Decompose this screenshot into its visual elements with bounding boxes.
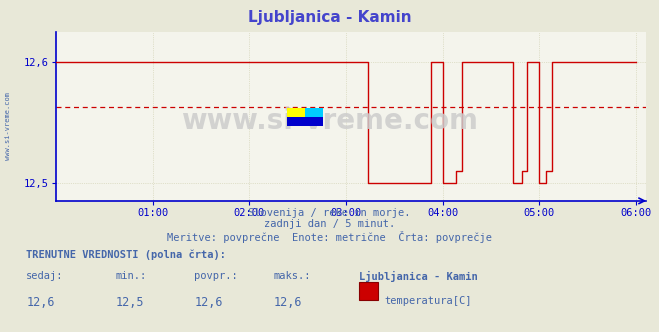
- Text: Meritve: povprečne  Enote: metrične  Črta: povprečje: Meritve: povprečne Enote: metrične Črta:…: [167, 231, 492, 243]
- Text: www.si-vreme.com: www.si-vreme.com: [5, 92, 11, 160]
- Text: sedaj:: sedaj:: [26, 271, 64, 281]
- Text: Slovenija / reke in morje.: Slovenija / reke in morje.: [248, 208, 411, 217]
- Text: www.si-vreme.com: www.si-vreme.com: [181, 107, 478, 135]
- Text: Ljubljanica - Kamin: Ljubljanica - Kamin: [359, 271, 478, 282]
- Text: 12,6: 12,6: [26, 296, 55, 309]
- Text: povpr.:: povpr.:: [194, 271, 238, 281]
- Text: temperatura[C]: temperatura[C]: [384, 296, 472, 306]
- Text: maks.:: maks.:: [273, 271, 311, 281]
- Text: zadnji dan / 5 minut.: zadnji dan / 5 minut.: [264, 219, 395, 229]
- Text: Ljubljanica - Kamin: Ljubljanica - Kamin: [248, 10, 411, 25]
- Text: 12,5: 12,5: [115, 296, 144, 309]
- Text: 12,6: 12,6: [194, 296, 223, 309]
- Text: TRENUTNE VREDNOSTI (polna črta):: TRENUTNE VREDNOSTI (polna črta):: [26, 249, 226, 260]
- Text: min.:: min.:: [115, 271, 146, 281]
- Text: 12,6: 12,6: [273, 296, 302, 309]
